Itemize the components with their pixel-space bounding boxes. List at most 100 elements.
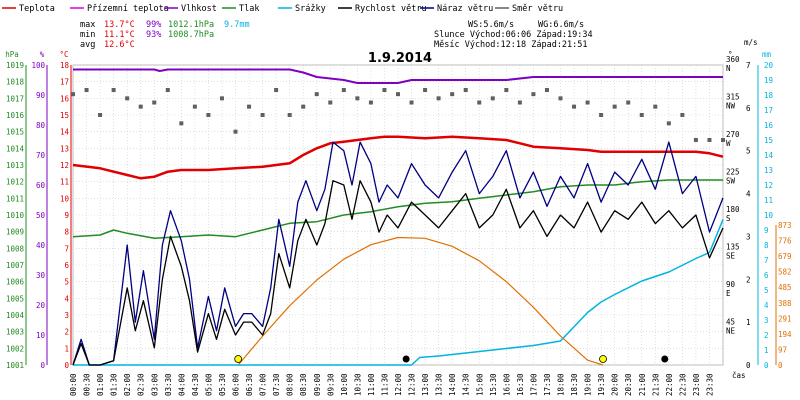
wind-dir-mark: [396, 92, 400, 97]
wind-dir-mark: [206, 113, 211, 117]
x-tick-label: 07:30: [272, 373, 281, 396]
mm-tick-label: 8: [764, 241, 769, 250]
max-temp: 13.7°C: [104, 20, 135, 30]
x-tick-label: 21:30: [651, 373, 660, 396]
pressure-line: [72, 179, 723, 240]
wind-gust-line: [72, 141, 724, 366]
min-pressure: 1008.7hPa: [168, 30, 214, 40]
pct-tick-label: 0: [40, 361, 45, 370]
wind-dir-mark: [152, 100, 157, 105]
ms-tick-label: 4: [746, 190, 751, 199]
sun-tick-label: 194: [778, 330, 792, 339]
wind-dir-mark: [138, 104, 143, 109]
x-tick-label: 16:30: [516, 373, 525, 396]
x-tick-label: 17:30: [543, 373, 552, 396]
wind-dir-mark: [721, 138, 725, 142]
legend-label: Tlak: [239, 4, 259, 14]
dir-tick-value: 45: [726, 318, 735, 327]
legend-label: Směr větru: [512, 4, 563, 14]
dir-tick-name: N: [726, 64, 731, 73]
hpa-tick-label: 1006: [6, 278, 25, 287]
pct-tick-label: 60: [36, 181, 46, 190]
wind-gust-stat: WG:6.6m/s: [538, 20, 584, 30]
wind-dir-mark: [111, 88, 116, 92]
legend-label: Náraz větru: [437, 4, 493, 14]
sun-tick-label: 291: [778, 314, 792, 323]
hpa-tick-label: 1018: [6, 78, 25, 87]
deg-unit-label: °: [728, 50, 733, 59]
mm-tick-label: 14: [764, 151, 774, 160]
mm-tick-label: 5: [764, 286, 769, 295]
temp-tick-label: 18: [60, 61, 70, 70]
legend-label: Vlhkost: [181, 4, 217, 14]
min-humidity: 93%: [146, 30, 161, 40]
hpa-tick-label: 1008: [6, 244, 25, 253]
hpa-tick-label: 1019: [6, 61, 24, 70]
x-tick-label: 11:00: [367, 373, 376, 396]
temp-tick-label: 14: [60, 128, 70, 137]
x-tick-label: 23:30: [705, 373, 714, 396]
mm-tick-label: 18: [764, 91, 774, 100]
temp-tick-label: 9: [64, 211, 69, 220]
sun-tick-label: 0: [778, 361, 783, 370]
x-tick-label: 21:00: [638, 373, 647, 396]
dir-tick-value: 135: [726, 243, 740, 252]
mm-unit-label: mm: [762, 50, 772, 59]
hpa-tick-label: 1014: [6, 144, 25, 153]
mm-tick-label: 9: [764, 226, 769, 235]
x-tick-label: 05:30: [218, 373, 227, 396]
temp-tick-label: 5: [64, 278, 69, 287]
temp-tick-label: 13: [60, 144, 69, 153]
wind-dir-mark: [639, 113, 644, 117]
chart-title: 1.9.2014: [368, 51, 432, 66]
wind-dir-mark: [680, 113, 685, 117]
wind-dir-mark: [98, 113, 103, 117]
temperature-line: [72, 135, 724, 180]
mm-tick-label: 4: [764, 301, 769, 310]
min-label: min: [80, 30, 95, 40]
moonset-icon: [661, 355, 669, 363]
mm-tick-label: 6: [764, 271, 769, 280]
ms-tick-label: 6: [746, 104, 751, 113]
axes: hPa% °C1019101810171016101510141013101210…: [5, 38, 792, 396]
wind-dir-mark: [247, 104, 252, 109]
wind-dir-mark: [287, 113, 292, 117]
ms-tick-label: 3: [746, 232, 751, 241]
mm-tick-label: 13: [764, 166, 773, 175]
dir-tick-value: 225: [726, 168, 740, 177]
x-tick-label: 19:30: [597, 373, 606, 396]
x-tick-label: 22:00: [665, 373, 674, 396]
wind-dir-mark: [572, 104, 577, 109]
wind-dir-mark: [192, 104, 197, 109]
x-tick-label: 09:00: [313, 373, 322, 396]
mm-tick-label: 15: [764, 136, 773, 145]
x-tick-label: 08:00: [286, 373, 295, 396]
wind-dir-mark: [707, 138, 712, 142]
mm-tick-label: 7: [764, 256, 769, 265]
x-tick-label: 02:00: [123, 373, 132, 396]
temp-tick-label: 15: [60, 111, 69, 120]
hpa-tick-label: 1011: [6, 194, 24, 203]
wind-dir-mark: [653, 104, 658, 109]
wind-dir-mark: [71, 92, 75, 97]
dir-tick-name: NE: [726, 327, 736, 336]
wind-dir-mark: [341, 88, 346, 92]
sun-tick-label: 485: [778, 283, 792, 292]
x-tick-label: 13:00: [421, 373, 430, 396]
x-tick-label: 11:30: [380, 373, 389, 396]
moonrise-icon: [402, 355, 410, 363]
temp-tick-label: 7: [64, 244, 69, 253]
pct-tick-label: 100: [31, 61, 45, 70]
wind-dir-mark: [693, 138, 698, 142]
hpa-tick-label: 1012: [6, 178, 24, 187]
x-tick-label: 22:30: [678, 373, 687, 396]
sunrise-icon: [234, 355, 243, 363]
temp-tick-label: 17: [60, 78, 69, 87]
pct-tick-label: 30: [36, 271, 46, 280]
hpa-tick-label: 1007: [6, 261, 24, 270]
hpa-tick-label: 1001: [6, 361, 24, 370]
dir-tick-value: 90: [726, 280, 736, 289]
hpa-tick-label: 1009: [6, 228, 24, 237]
x-tick-label: 20:30: [624, 373, 633, 396]
x-tick-label: 04:00: [177, 373, 186, 396]
